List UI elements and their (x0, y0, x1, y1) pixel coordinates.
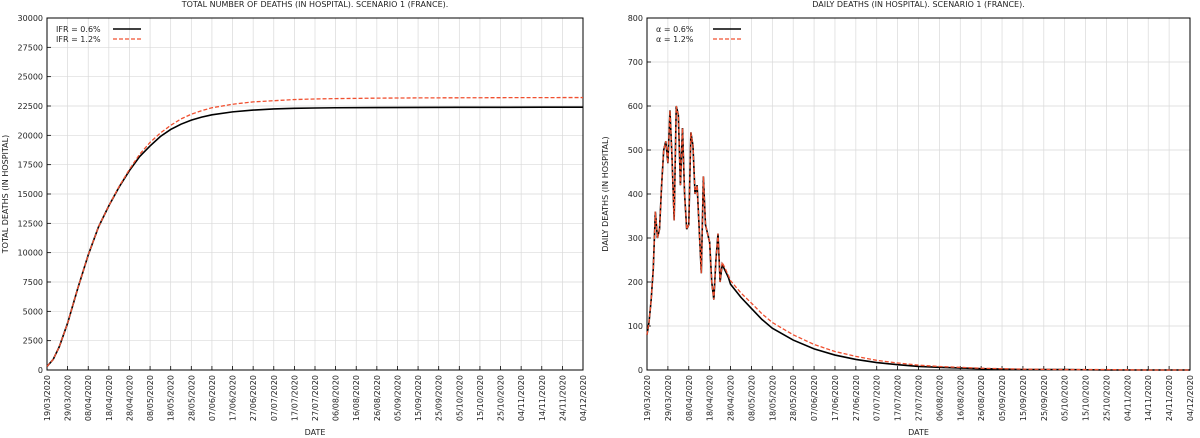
x-tick-label: 24/11/2020 (558, 375, 567, 421)
x-tick-label: 07/06/2020 (208, 375, 217, 421)
y-tick-label: 5000 (23, 307, 43, 316)
x-tick-label: 04/12/2020 (579, 375, 588, 421)
x-tick-label: 18/04/2020 (105, 375, 114, 421)
grid (46, 17, 584, 371)
y-tick-label: 27500 (18, 43, 43, 52)
y-tick-label: 15000 (18, 190, 43, 199)
x-tick-label: 04/12/2020 (1186, 375, 1195, 421)
series-line-dashed (46, 96, 584, 367)
legend: IFR = 0.6%IFR = 1.2% (56, 25, 141, 44)
series-line-solid (46, 106, 584, 368)
y-tick-label: 0 (638, 366, 643, 375)
x-tick-label: 17/07/2020 (290, 375, 299, 421)
total-deaths-chart: 0 2500 5000 7500 10000 12500 15000 17500 20000 22… (1, 0, 588, 437)
x-tick-label: 08/05/2020 (146, 375, 155, 421)
x-tick-label: 06/08/2020 (332, 375, 341, 421)
x-tick-label: 18/04/2020 (706, 375, 715, 421)
x-tick-label: 15/09/2020 (1019, 375, 1028, 421)
x-tick-label: 26/08/2020 (373, 375, 382, 421)
y-tick-label: 22500 (18, 102, 43, 111)
x-tick-label: 05/10/2020 (455, 375, 464, 421)
x-axis-label: DATE (908, 428, 929, 437)
y-tick-label: 10000 (18, 249, 43, 258)
x-tick-label: 08/05/2020 (747, 375, 756, 421)
y-tick-label: 30000 (18, 14, 43, 23)
legend-label: α = 1.2% (656, 35, 694, 44)
x-tick-label: 26/08/2020 (977, 375, 986, 421)
y-tick-label: 25000 (18, 73, 43, 82)
x-tick-label: 28/05/2020 (187, 375, 196, 421)
x-tick-label: 06/08/2020 (935, 375, 944, 421)
x-tick-label: 17/06/2020 (229, 375, 238, 421)
y-tick-label: 7500 (23, 278, 43, 287)
x-tick-label: 08/04/2020 (84, 375, 93, 421)
x-tick-label: 16/08/2020 (352, 375, 361, 421)
x-tick-label: 15/09/2020 (414, 375, 423, 421)
y-tick-label: 20000 (18, 131, 43, 140)
x-tick-label: 07/06/2020 (810, 375, 819, 421)
x-tick-label: 18/05/2020 (768, 375, 777, 421)
x-tick-label: 16/08/2020 (956, 375, 965, 421)
legend-label: α = 0.6% (656, 25, 694, 34)
x-tick-label: 17/07/2020 (894, 375, 903, 421)
x-tick-label: 27/06/2020 (852, 375, 861, 421)
x-tick-label: 18/05/2020 (167, 375, 176, 421)
y-tick-label: 0 (38, 366, 43, 375)
daily-deaths-chart: 0 100 200 300 400 500 600 700 800 19/03/2020 29/03… (601, 0, 1195, 437)
x-tick-label: 25/10/2020 (1102, 375, 1111, 421)
x-tick-label: 27/07/2020 (915, 375, 924, 421)
x-tick-label: 07/07/2020 (270, 375, 279, 421)
x-tick-label: 07/07/2020 (873, 375, 882, 421)
legend-label: IFR = 1.2% (56, 35, 101, 44)
y-tick-label: 2500 (23, 337, 43, 346)
x-tick-label: 08/04/2020 (685, 375, 694, 421)
legend-label: IFR = 0.6% (56, 25, 101, 34)
y-tick-label: 17500 (18, 161, 43, 170)
y-tick-label: 800 (628, 14, 643, 23)
y-tick-label: 700 (628, 58, 643, 67)
chart-title: DAILY DEATHS (IN HOSPITAL). SCENARIO 1 (… (812, 0, 1025, 9)
x-tick-label: 19/03/2020 (643, 375, 652, 421)
x-tick-label: 29/03/2020 (664, 375, 673, 421)
x-tick-label: 27/07/2020 (311, 375, 320, 421)
y-axis-label: DAILY DEATHS (IN HOSPITAL) (601, 136, 610, 251)
x-axis-label: DATE (305, 428, 326, 437)
y-tick-label: 12500 (18, 219, 43, 228)
x-tick-label: 28/05/2020 (789, 375, 798, 421)
x-tick-label: 05/09/2020 (393, 375, 402, 421)
x-tick-label: 14/11/2020 (538, 375, 547, 421)
x-tick-label: 15/10/2020 (1082, 375, 1091, 421)
x-tick-label: 04/11/2020 (1123, 375, 1132, 421)
legend: α = 0.6%α = 1.2% (656, 25, 741, 44)
x-tick-label: 15/10/2020 (476, 375, 485, 421)
y-axis-label: TOTAL DEATHS (IN HOSPITAL) (1, 135, 10, 254)
x-tick-label: 25/10/2020 (497, 375, 506, 421)
chart-title: TOTAL NUMBER OF DEATHS (IN HOSPITAL). SC… (181, 0, 449, 9)
x-tick-label: 05/09/2020 (998, 375, 1007, 421)
x-tick-label: 28/04/2020 (727, 375, 736, 421)
x-tick-label: 25/09/2020 (1040, 375, 1049, 421)
x-tick-label: 28/04/2020 (125, 375, 134, 421)
x-tick-label: 14/11/2020 (1144, 375, 1153, 421)
x-tick-label: 19/03/2020 (43, 375, 52, 421)
x-tick-label: 17/06/2020 (831, 375, 840, 421)
x-tick-label: 27/06/2020 (249, 375, 258, 421)
y-tick-label: 500 (628, 146, 643, 155)
series-line-dashed (646, 105, 1190, 371)
y-tick-label: 100 (628, 322, 643, 331)
y-tick-label: 200 (628, 278, 643, 287)
x-tick-label: 05/10/2020 (1061, 375, 1070, 421)
x-tick-label: 29/03/2020 (64, 375, 73, 421)
x-tick-label: 25/09/2020 (435, 375, 444, 421)
y-tick-label: 300 (628, 234, 643, 243)
y-tick-label: 400 (628, 190, 643, 199)
grid (646, 17, 1191, 371)
x-tick-label: 04/11/2020 (517, 375, 526, 421)
x-tick-label: 24/11/2020 (1165, 375, 1174, 421)
y-tick-label: 600 (628, 102, 643, 111)
